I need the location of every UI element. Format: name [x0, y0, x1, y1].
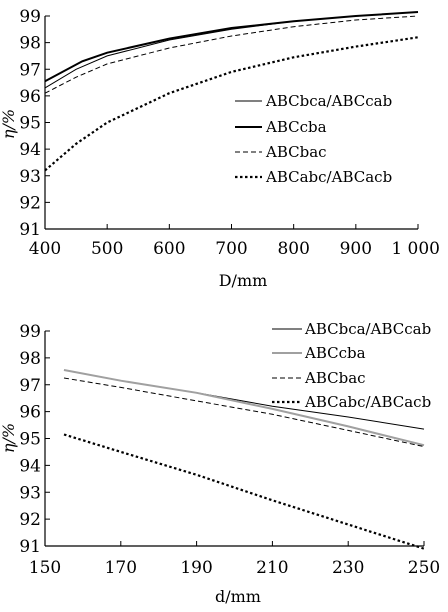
legend-label: ABCbac — [304, 369, 366, 387]
series-line-abcbac — [44, 15, 419, 94]
y-tick-label: 93 — [19, 483, 41, 503]
y-axis-label: η/% — [0, 109, 18, 139]
legend-label: ABCcba — [304, 344, 366, 362]
y-tick-label: 94 — [19, 456, 41, 476]
x-axis-label: D/mm — [219, 271, 268, 290]
series-line-abcbca-abccab — [44, 11, 419, 89]
series-line-abccba — [44, 11, 419, 83]
y-tick-label: 91 — [19, 537, 41, 557]
x-tick-label: 170 — [105, 558, 137, 578]
series-line-abcabc-abcacb — [44, 36, 419, 172]
x-tick-label: 900 — [340, 239, 372, 259]
y-tick-label: 91 — [19, 220, 41, 240]
x-tick-label: 400 — [29, 239, 61, 259]
x-tick-label: 700 — [215, 239, 247, 259]
legend-label: ABCabc/ABCacb — [304, 393, 431, 411]
y-tick-label: 92 — [19, 193, 41, 213]
y-tick-label: 98 — [19, 34, 41, 54]
x-tick-label: 190 — [180, 558, 212, 578]
y-tick-label: 92 — [19, 510, 41, 530]
series-line-abccba — [63, 369, 425, 447]
x-tick-label: 600 — [153, 239, 185, 259]
y-tick-label: 96 — [19, 87, 41, 107]
chart-top: 91 92 93 94 95 96 97 98 99 400 500 600 700 800 900 1 00… — [0, 7, 440, 290]
y-tick-label: 94 — [19, 140, 41, 160]
y-tick-label: 97 — [19, 376, 41, 396]
legend-label: ABCcba — [265, 118, 327, 136]
x-tick-label: 230 — [332, 558, 364, 578]
x-tick-label: 150 — [29, 558, 61, 578]
x-tick-label: 210 — [256, 558, 288, 578]
y-tick-label: 97 — [19, 60, 41, 80]
x-axis-label: d/mm — [215, 587, 261, 606]
y-tick-label: 98 — [19, 349, 41, 369]
y-axis-label: η/% — [0, 423, 18, 453]
legend-label: ABCbca/ABCcab — [265, 92, 392, 110]
x-tick-label: 800 — [277, 239, 309, 259]
y-tick-label: 99 — [19, 7, 41, 27]
x-tick-label: 250 — [408, 558, 440, 578]
x-tick-label: 500 — [91, 239, 123, 259]
y-tick-label: 95 — [19, 114, 41, 134]
y-tick-label: 96 — [19, 403, 41, 423]
series-line-abcabc-abcacb — [63, 433, 425, 550]
legend-label: ABCabc/ABCacb — [265, 168, 392, 186]
y-tick-label: 95 — [19, 430, 41, 450]
legend-label: ABCbac — [265, 143, 327, 161]
y-tick-label: 99 — [19, 322, 41, 342]
legend-label: ABCbca/ABCcab — [304, 320, 431, 338]
y-tick-label: 93 — [19, 167, 41, 187]
chart-bottom: 91 92 93 94 95 96 97 98 99 150 170 190 210 230 250 η/% d… — [0, 320, 440, 606]
series-line-abcbac — [63, 377, 425, 448]
x-tick-label: 1 000 — [391, 239, 440, 259]
